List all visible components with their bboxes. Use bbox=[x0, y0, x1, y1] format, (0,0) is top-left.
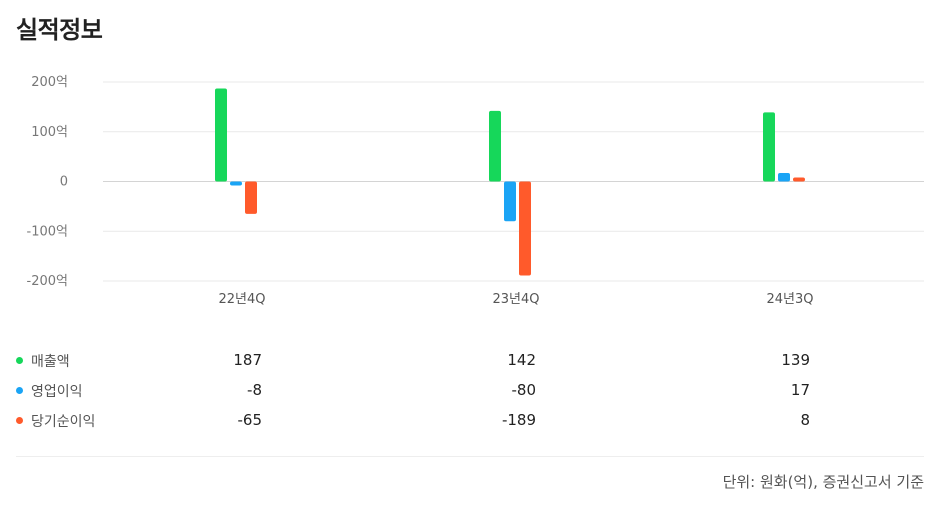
table-row-net-income: 당기순이익 -65 -189 8 bbox=[0, 411, 934, 431]
bar bbox=[763, 112, 775, 182]
cell-operating-profit-23q4: -80 bbox=[511, 381, 537, 399]
cell-operating-profit-24q3: 17 bbox=[790, 381, 810, 399]
y-tick-label: 200억 bbox=[31, 75, 68, 90]
y-tick-label: 0 bbox=[60, 175, 68, 190]
row-label-operating-profit: 영업이익 bbox=[31, 384, 83, 400]
table-row-revenue: 매출액 187 142 139 bbox=[0, 351, 934, 371]
bar bbox=[245, 181, 257, 214]
x-tick-label: 23년4Q bbox=[492, 292, 539, 307]
cell-revenue-22q4: 187 bbox=[233, 351, 262, 369]
cell-operating-profit-22q4: -8 bbox=[247, 381, 262, 399]
bar bbox=[489, 110, 501, 182]
y-tick-label: -200억 bbox=[27, 274, 68, 289]
section-title: 실적정보 bbox=[16, 16, 103, 44]
bar bbox=[504, 181, 516, 222]
unit-note: 단위: 원화(억), 증권신고서 기준 bbox=[722, 473, 924, 491]
bar bbox=[519, 181, 531, 276]
cell-net-income-24q3: 8 bbox=[800, 411, 810, 429]
legend-dot-operating-profit bbox=[16, 387, 23, 394]
y-tick-label: -100억 bbox=[27, 224, 68, 239]
row-label-net-income: 당기순이익 bbox=[31, 414, 96, 430]
x-tick-label: 22년4Q bbox=[218, 292, 265, 307]
cell-net-income-22q4: -65 bbox=[237, 411, 263, 429]
divider bbox=[16, 456, 924, 457]
bar bbox=[215, 88, 227, 182]
y-tick-label: 100억 bbox=[31, 125, 68, 140]
bar-chart: 200억 100억 0 -100억 -200억 22년4Q 23년4Q 24년3Q bbox=[27, 75, 924, 307]
cell-revenue-24q3: 139 bbox=[781, 351, 810, 369]
bar bbox=[778, 173, 790, 182]
cell-net-income-23q4: -189 bbox=[501, 411, 536, 429]
x-tick-label: 24년3Q bbox=[766, 292, 813, 307]
table-row-operating-profit: 영업이익 -8 -80 17 bbox=[0, 381, 934, 401]
bar bbox=[230, 181, 242, 186]
legend-dot-net-income bbox=[16, 417, 23, 424]
cell-revenue-23q4: 142 bbox=[507, 351, 536, 369]
legend-dot-revenue bbox=[16, 357, 23, 364]
bar bbox=[793, 177, 805, 182]
row-label-revenue: 매출액 bbox=[31, 354, 70, 370]
